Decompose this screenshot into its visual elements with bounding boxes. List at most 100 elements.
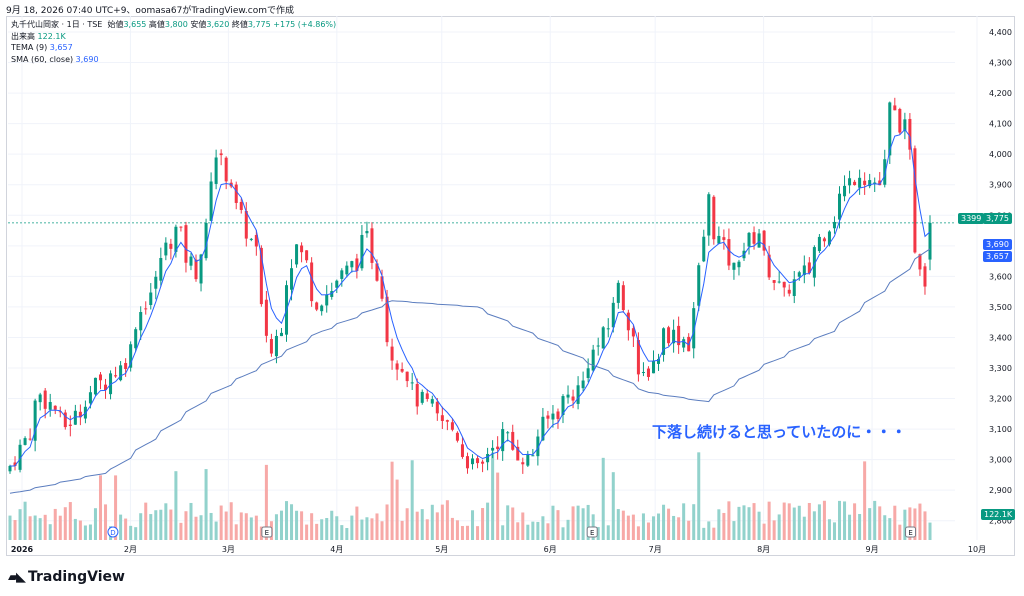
candle-body — [586, 368, 590, 378]
candle-body — [636, 339, 640, 375]
legend-sma[interactable]: SMA (60, close) 3,690 — [11, 55, 99, 64]
candle-body — [274, 335, 278, 357]
volume-bar — [264, 464, 268, 540]
volume-bar — [832, 522, 836, 540]
volume-bar — [455, 520, 459, 540]
volume-bar — [531, 521, 535, 540]
price-tick-label: 3,100 — [989, 425, 1012, 434]
volume-bar — [114, 475, 118, 540]
volume-bar — [430, 504, 434, 540]
candle-body — [88, 392, 92, 404]
candle-body — [194, 259, 198, 280]
candle-body — [204, 223, 208, 259]
volume-bar — [33, 515, 37, 540]
volume-bar — [616, 509, 620, 540]
volume-bar — [244, 513, 248, 540]
volume-bar — [757, 511, 761, 540]
volume-bar — [395, 479, 399, 540]
candle-body — [471, 458, 475, 465]
volume-bar — [541, 516, 545, 540]
volume-bar — [194, 516, 198, 540]
candle-body — [365, 231, 369, 234]
volume-bar — [672, 515, 676, 540]
legend-high-value: 3,800 — [164, 20, 188, 29]
volume-bar — [385, 504, 389, 540]
legend-change: +175 (+4.86%) — [273, 20, 337, 29]
candle-body — [883, 159, 887, 185]
time-tick-label: 2026 — [11, 545, 34, 554]
candle-body — [838, 193, 842, 220]
candle-body — [124, 363, 128, 369]
candle-body — [476, 458, 480, 464]
volume-bar — [124, 518, 128, 540]
tradingview-brand[interactable]: ▰◣ TradingView — [8, 569, 125, 585]
candle-body — [310, 262, 314, 302]
volume-bar — [843, 501, 847, 540]
volume-bar — [858, 514, 862, 540]
volume-bar — [777, 514, 781, 540]
volume-bars — [8, 452, 932, 540]
volume-bar — [697, 452, 701, 540]
candle-body — [390, 346, 394, 361]
candle-body — [928, 222, 932, 260]
volume-bar — [179, 522, 183, 540]
volume-bar — [239, 512, 243, 540]
volume-bar — [797, 505, 801, 540]
volume-bar — [355, 506, 359, 540]
volume-bar — [460, 526, 464, 540]
legend-tema[interactable]: TEMA (9) 3,657 — [11, 43, 73, 52]
tema-line — [10, 128, 931, 467]
candle-body — [596, 345, 600, 347]
volume-bar — [586, 504, 590, 540]
volume-bar — [923, 511, 927, 540]
candle-body — [812, 247, 816, 278]
volume-bar — [43, 514, 47, 540]
event-marker-label: E — [265, 529, 269, 537]
candle-body — [923, 266, 927, 287]
candle-body — [264, 299, 268, 336]
grid — [8, 16, 978, 540]
volume-bar — [863, 461, 867, 540]
candle-body — [139, 312, 143, 331]
candle-body — [787, 289, 791, 294]
volume-bar — [8, 515, 12, 540]
volume-bar — [154, 510, 158, 540]
volume-bar — [400, 520, 404, 540]
candle-body — [360, 234, 364, 269]
candle-body — [757, 233, 761, 248]
legend-volume[interactable]: 出来高 122.1K — [11, 31, 66, 42]
time-tick-label: 4月 — [330, 545, 343, 554]
candle-body — [717, 235, 721, 244]
volume-bar — [476, 526, 480, 540]
volume-bar — [295, 510, 299, 540]
volume-bar — [657, 513, 661, 540]
volume-bar — [687, 520, 691, 540]
candle-body — [209, 181, 213, 221]
price-tick-label: 4,000 — [989, 150, 1012, 159]
volume-bar — [782, 502, 786, 540]
legend-ohlc: 丸千代山岡家 · 1日 · TSE 始値3,655 高値3,800 安値3,62… — [11, 19, 336, 30]
candle-body — [657, 358, 661, 364]
volume-bar — [576, 505, 580, 540]
candle-body — [863, 180, 867, 185]
candle-body — [219, 153, 223, 156]
volume-bar — [340, 525, 344, 540]
volume-bar — [913, 508, 917, 540]
volume-bar — [737, 506, 741, 540]
price-tick-label: 3,200 — [989, 395, 1012, 404]
volume-bar — [873, 500, 877, 540]
candle-body — [104, 384, 108, 391]
volume-bar — [707, 521, 711, 540]
candle-body — [114, 375, 118, 377]
candle-body — [591, 349, 595, 371]
candle-body — [601, 327, 605, 349]
candle-body — [400, 368, 404, 372]
candle-body — [858, 177, 862, 188]
candle-body — [772, 280, 776, 283]
candle-body — [667, 327, 671, 344]
price-tick-label: 2,800 — [989, 517, 1012, 526]
candle-body — [460, 444, 464, 457]
volume-bar — [812, 511, 816, 540]
price-tick-label: 4,200 — [989, 89, 1012, 98]
